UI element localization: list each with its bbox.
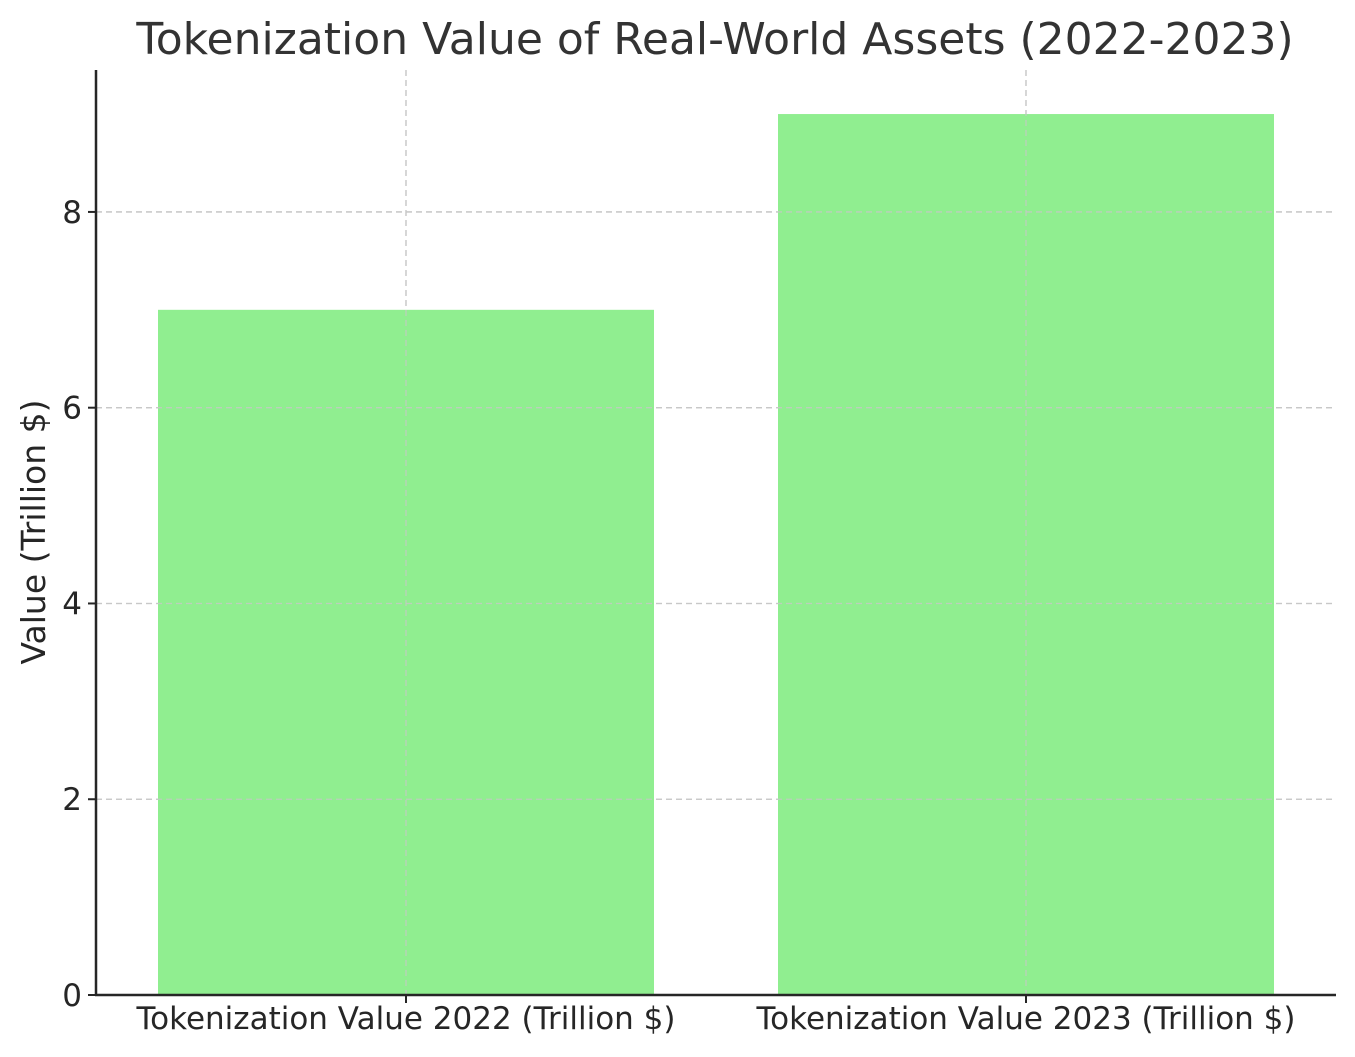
y-axis-label: Value (Trillion $) bbox=[14, 400, 53, 665]
axes bbox=[94, 70, 1336, 997]
x-ticks: Tokenization Value 2022 (Trillion $) Toke… bbox=[135, 995, 1296, 1037]
y-tick-label: 8 bbox=[62, 195, 82, 231]
x-tick-label: Tokenization Value 2022 (Trillion $) bbox=[135, 1001, 675, 1037]
y-tick-label: 6 bbox=[62, 391, 82, 427]
y-tick-label: 0 bbox=[62, 978, 82, 1014]
chart-title: Tokenization Value of Real-World Assets … bbox=[135, 14, 1293, 65]
y-tick-label: 4 bbox=[62, 586, 82, 622]
y-ticks: 0 2 4 6 8 bbox=[62, 195, 96, 1014]
bars bbox=[96, 70, 1336, 996]
x-tick-label: Tokenization Value 2023 (Trillion $) bbox=[755, 1001, 1295, 1037]
y-tick-label: 2 bbox=[62, 782, 82, 818]
